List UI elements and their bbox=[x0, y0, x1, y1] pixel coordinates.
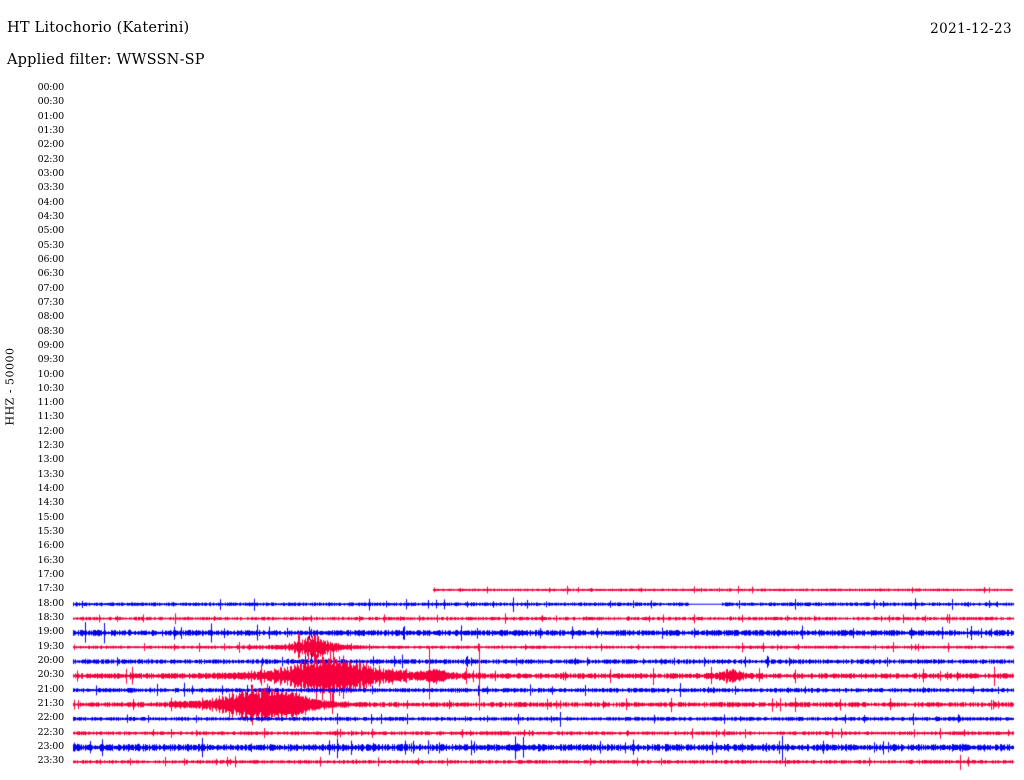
seismogram-plot: HT Litochorio (Katerini) Applied filter:… bbox=[0, 0, 1024, 780]
seismic-trace-canvas bbox=[0, 0, 1024, 780]
